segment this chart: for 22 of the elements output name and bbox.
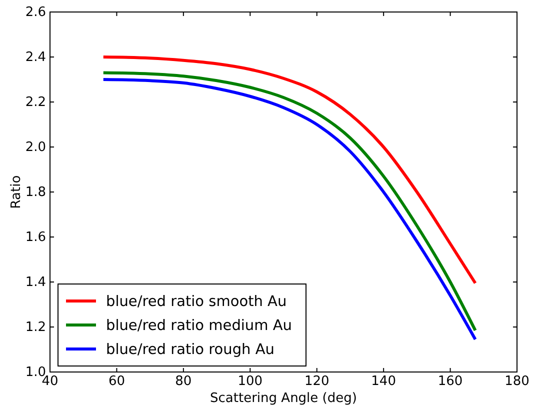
x-tick-label: 140	[371, 374, 396, 390]
y-tick-label: 2.2	[25, 95, 46, 110]
legend-label: blue/red ratio medium Au	[106, 318, 292, 334]
y-tick-label: 2.0	[25, 140, 46, 156]
y-tick-label: 1.4	[25, 275, 46, 290]
x-tick-label: 80	[175, 374, 192, 390]
y-tick-label: 1.8	[25, 185, 46, 200]
x-tick-label: 120	[304, 374, 330, 390]
x-tick-label: 100	[238, 374, 263, 390]
x-axis-title: Scattering Angle (deg)	[210, 391, 357, 406]
y-axis-title: Ratio	[9, 175, 24, 209]
x-tick-label: 180	[504, 374, 530, 390]
legend-label: blue/red ratio rough Au	[106, 342, 274, 358]
x-tick-label: 160	[438, 374, 463, 390]
legend-label: blue/red ratio smooth Au	[106, 294, 287, 310]
y-tick-label: 2.4	[25, 50, 46, 66]
line-series	[102, 56, 477, 285]
x-tick-label: 40	[42, 374, 58, 390]
y-tick-label: 1.2	[25, 320, 46, 336]
x-tick-label: 60	[108, 374, 125, 390]
y-tick-label: 1.6	[25, 230, 46, 246]
y-tick-label: 2.6	[25, 5, 46, 20]
